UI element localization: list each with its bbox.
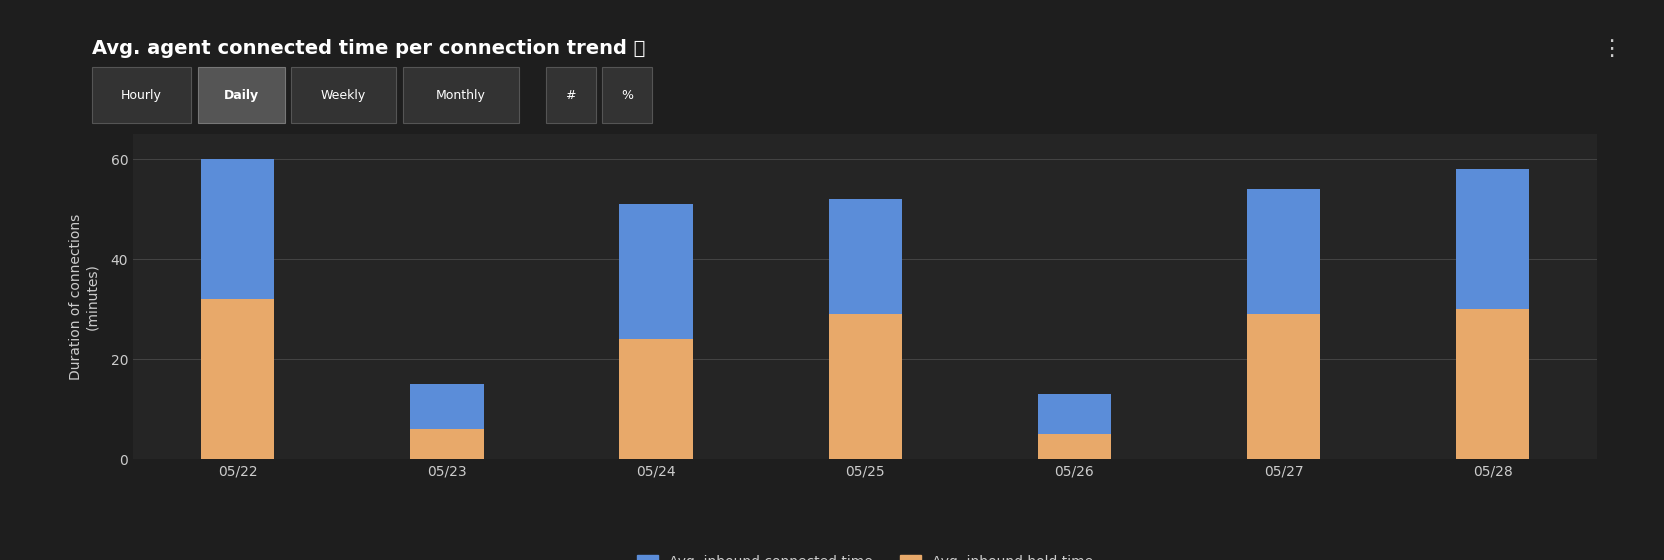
Bar (619, 339, 692, 459)
Bar (411, 384, 484, 429)
Bar (201, 299, 275, 459)
Text: Daily: Daily (223, 88, 260, 102)
Bar (829, 314, 902, 459)
Bar (1456, 169, 1529, 309)
Bar (1246, 189, 1320, 314)
Text: %: % (621, 88, 634, 102)
Bar (1038, 434, 1112, 459)
Bar (201, 160, 275, 299)
Y-axis label: Duration of connections
(minutes): Duration of connections (minutes) (70, 214, 100, 380)
Text: Avg. agent connected time per connection trend ⓘ: Avg. agent connected time per connection… (92, 39, 646, 58)
Text: ⋮: ⋮ (1601, 39, 1622, 59)
Text: Monthly: Monthly (436, 88, 486, 102)
Text: #: # (566, 88, 576, 102)
Bar (829, 199, 902, 314)
Text: Weekly: Weekly (321, 88, 366, 102)
Bar (1038, 394, 1112, 434)
Legend: Avg. inbound connected time, Avg. inbound hold time: Avg. inbound connected time, Avg. inboun… (631, 548, 1100, 560)
Bar (1246, 314, 1320, 459)
Bar (411, 429, 484, 459)
Text: Hourly: Hourly (121, 88, 161, 102)
Bar (619, 204, 692, 339)
Bar (1456, 309, 1529, 459)
